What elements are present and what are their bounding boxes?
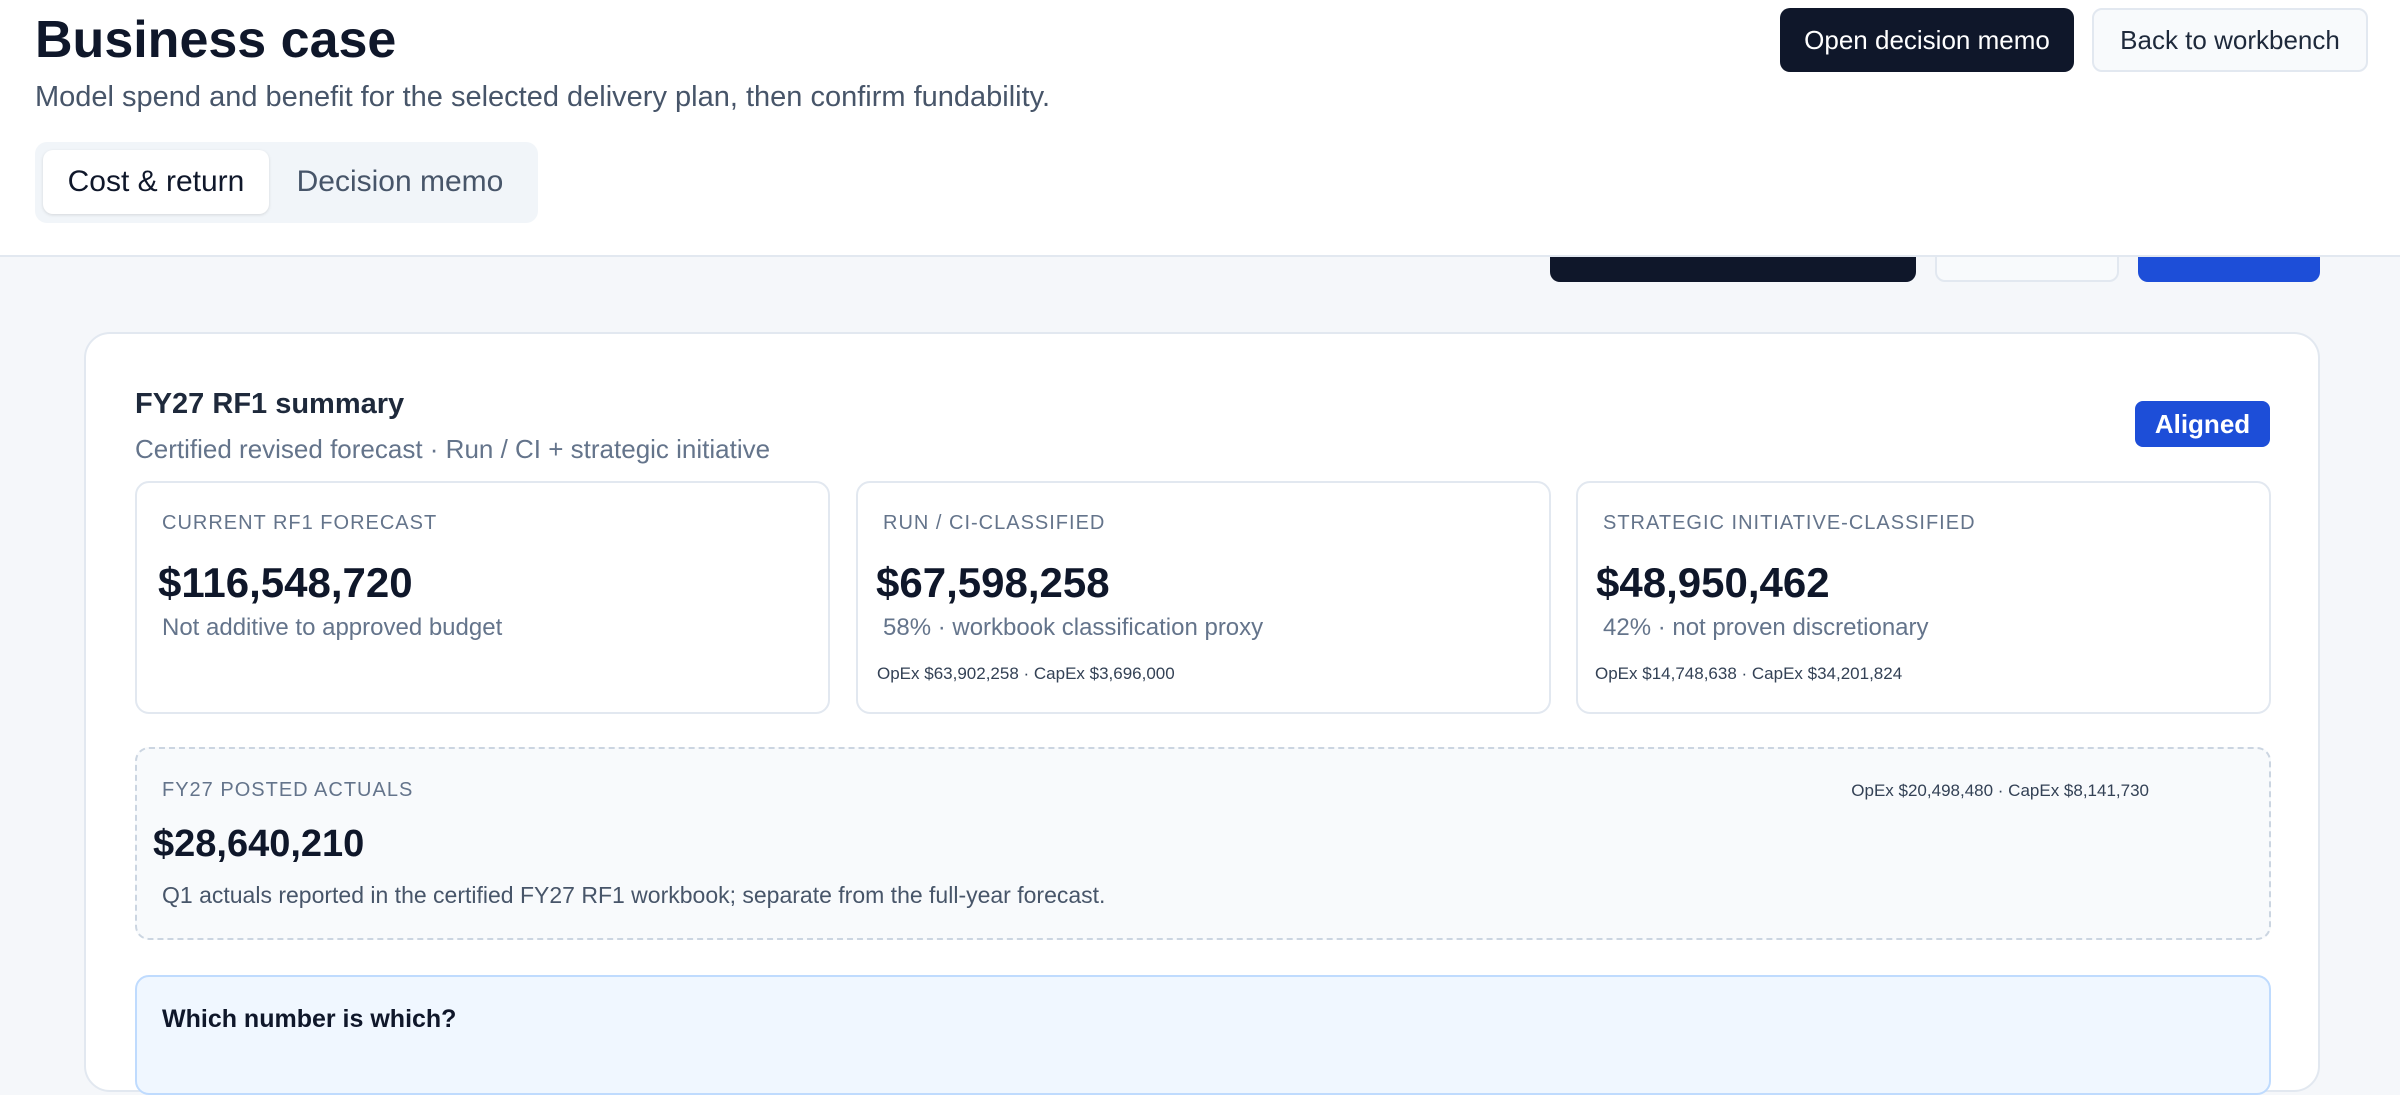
actuals-note: Q1 actuals reported in the certified FY2… — [162, 882, 1106, 908]
tab-active[interactable]: Cost & return — [43, 150, 269, 214]
card-note: 58% · workbook classification proxy — [883, 614, 1264, 641]
card-value: $67,598,258 — [876, 559, 1110, 606]
summary-panel: FY27 RF1 summary Certified revised forec… — [84, 332, 2320, 1095]
primary-button[interactable]: Open decision memo — [1780, 8, 2074, 72]
card-split: OpEx $14,748,638 · CapEx $34,201,824 — [1595, 664, 1903, 683]
help-box: Which number is which? — [135, 975, 2271, 1095]
metric-card: RUN / CI-CLASSIFIED $67,598,258 58% · wo… — [856, 481, 1551, 714]
card-value: $48,950,462 — [1596, 559, 1830, 606]
card-value: $116,548,720 — [158, 559, 413, 606]
secondary-button[interactable]: Back to workbench — [2092, 8, 2368, 72]
metric-card: STRATEGIC INITIATIVE-CLASSIFIED $48,950,… — [1576, 481, 2271, 714]
tab-bar: Cost & return Decision memo — [35, 142, 538, 223]
card-note: Not additive to approved budget — [162, 614, 503, 641]
actuals-split: OpEx $20,498,480 · CapEx $8,141,730 — [1851, 781, 2149, 800]
header: Business case Model spend and benefit fo… — [0, 0, 2400, 257]
page-subtitle: Model spend and benefit for the selected… — [35, 81, 1051, 113]
page-title: Business case — [35, 11, 397, 69]
actuals-value: $28,640,210 — [153, 823, 365, 865]
summary-subtitle: Certified revised forecast · Run / CI + … — [135, 434, 771, 464]
card-label: RUN / CI-CLASSIFIED — [883, 512, 1106, 534]
card-label: STRATEGIC INITIATIVE-CLASSIFIED — [1603, 512, 1976, 534]
status-badge: Aligned — [2135, 401, 2270, 447]
metric-card: CURRENT RF1 FORECAST $116,548,720 Not ad… — [135, 481, 830, 714]
actuals-box: FY27 POSTED ACTUALS OpEx $20,498,480 · C… — [135, 747, 2271, 940]
help-title: Which number is which? — [162, 1005, 457, 1033]
card-split: OpEx $63,902,258 · CapEx $3,696,000 — [877, 664, 1175, 683]
summary-title: FY27 RF1 summary — [135, 388, 405, 420]
tab[interactable]: Decision memo — [296, 165, 504, 198]
actuals-label: FY27 POSTED ACTUALS — [162, 779, 414, 801]
card-note: 42% · not proven discretionary — [1603, 614, 1929, 641]
card-label: CURRENT RF1 FORECAST — [162, 512, 438, 534]
